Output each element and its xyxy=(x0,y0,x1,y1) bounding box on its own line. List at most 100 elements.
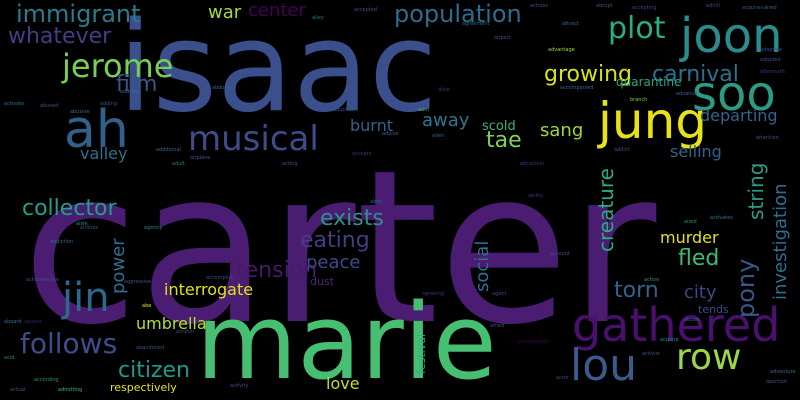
word-alley: alley xyxy=(312,15,324,21)
word-social: social xyxy=(472,240,493,292)
word-burnt: burnt xyxy=(350,116,394,135)
word-pony: pony xyxy=(732,258,760,318)
word-collector: collector xyxy=(22,196,117,221)
word-abducted: abducted xyxy=(330,107,354,113)
word-jerome: jerome xyxy=(62,47,174,85)
word-abortion: abortion xyxy=(766,379,787,385)
word-actress: actress xyxy=(530,3,549,9)
word-dust: dust xyxy=(310,275,334,288)
word-war: war xyxy=(208,2,242,23)
word-aunt: aunt xyxy=(418,107,430,113)
word-string: string xyxy=(744,162,768,220)
word-power: power xyxy=(108,238,129,294)
word-torn: torn xyxy=(614,278,659,303)
word-aisle: aisle xyxy=(76,221,88,227)
word-away: away xyxy=(422,110,470,131)
word-aggressive: aggressive xyxy=(124,279,152,285)
word-advice: advice xyxy=(382,131,399,137)
word-alive: alive xyxy=(438,87,450,93)
word-acknowledge: acknowledge xyxy=(26,277,59,283)
word-soo: soo xyxy=(692,66,776,122)
word-address: address xyxy=(120,89,140,95)
word-alien: alien xyxy=(432,133,445,139)
word-admitting: admitting xyxy=(58,387,83,393)
word-love: love xyxy=(326,374,360,393)
word-center: center xyxy=(248,0,306,21)
word-quarantine: quarantine xyxy=(616,75,682,89)
word-accomplish: accomplish xyxy=(206,275,235,281)
word-airplane: airplane xyxy=(190,155,211,161)
word-attention: attention xyxy=(756,135,779,141)
word-jung: jung xyxy=(598,92,708,150)
word-eating: eating xyxy=(300,228,370,253)
word-follows: follows xyxy=(20,327,118,360)
word-murder: murder xyxy=(660,228,719,247)
word-accompanied: accompanied xyxy=(560,85,594,91)
word-agent: agent xyxy=(492,291,507,297)
word-peace: peace xyxy=(306,252,361,273)
word-fled: fled xyxy=(678,246,720,271)
word-activates: activates xyxy=(710,215,733,221)
word-attraction: attraction xyxy=(520,161,545,167)
word-abused: abused xyxy=(40,103,59,109)
word-carnival: carnival xyxy=(652,62,739,87)
word-advance: advance xyxy=(676,91,698,97)
word-tae: tae xyxy=(486,128,522,153)
word-valley: valley xyxy=(80,144,128,163)
word-according: according xyxy=(34,377,59,383)
word-acid: acid xyxy=(4,355,15,361)
word-adding: adding xyxy=(100,101,118,107)
word-sang: sang xyxy=(540,120,584,141)
word-abe: abe xyxy=(142,303,152,309)
word-activate: activate xyxy=(4,101,25,107)
word-addict: addict xyxy=(614,147,630,153)
word-activity: activity xyxy=(230,383,249,389)
word-branch: branch xyxy=(630,97,648,103)
word-abrupt: abrupt xyxy=(596,3,613,9)
word-abusive: abusive xyxy=(70,109,90,115)
word-accepts: accepts xyxy=(352,151,372,157)
word-immigrant: immigrant xyxy=(16,0,141,28)
word-advantage: advantage xyxy=(548,47,575,53)
word-acquires: acquires xyxy=(742,5,764,11)
word-film: film xyxy=(116,72,158,97)
word-afraid: afraid xyxy=(490,323,505,329)
word-agency: agency xyxy=(144,225,163,231)
word-aboard-2: aboard xyxy=(4,319,22,325)
word-interrogate: interrogate xyxy=(164,280,254,299)
word-alcohol: alcohol xyxy=(176,329,194,335)
word-acquire: acquire xyxy=(660,337,679,343)
word-tension: tension xyxy=(236,258,318,283)
word-whatever: whatever xyxy=(8,24,112,49)
word-account: account xyxy=(550,251,570,257)
word-gathered: gathered xyxy=(572,298,781,352)
word-musical: musical xyxy=(188,119,319,159)
word-agreeing: agreeing xyxy=(422,291,445,297)
word-population: population xyxy=(394,0,522,28)
word-active: active xyxy=(644,277,660,283)
word-aftermath: aftermath xyxy=(760,69,785,75)
word-festival: festival xyxy=(415,333,428,374)
word-abuse: abuse xyxy=(684,317,700,323)
word-aired-2: aired xyxy=(764,5,777,11)
word-additional: additional xyxy=(156,147,181,153)
word-adopted: adopted xyxy=(760,57,781,63)
word-airlines: airlines xyxy=(80,225,99,231)
word-abby: abby xyxy=(370,199,383,205)
word-selling: selling xyxy=(670,142,722,161)
word-actual: actual xyxy=(10,387,26,393)
word-lou: lou xyxy=(570,340,638,391)
word-ability: ability xyxy=(528,193,544,199)
word-row: row xyxy=(676,337,742,378)
word-creature: creature xyxy=(594,168,618,252)
word-adult: adult xyxy=(172,161,185,167)
word-attract: attract xyxy=(562,21,579,27)
word-addiction: addiction xyxy=(50,239,74,245)
word-respectively: respectively xyxy=(110,381,177,394)
word-agreement: agreement xyxy=(462,21,490,27)
word-actor: actor xyxy=(556,375,569,381)
word-investigation: investigation xyxy=(770,183,791,300)
word-ah: ah xyxy=(64,100,129,160)
word-citizen: citizen xyxy=(118,358,190,383)
